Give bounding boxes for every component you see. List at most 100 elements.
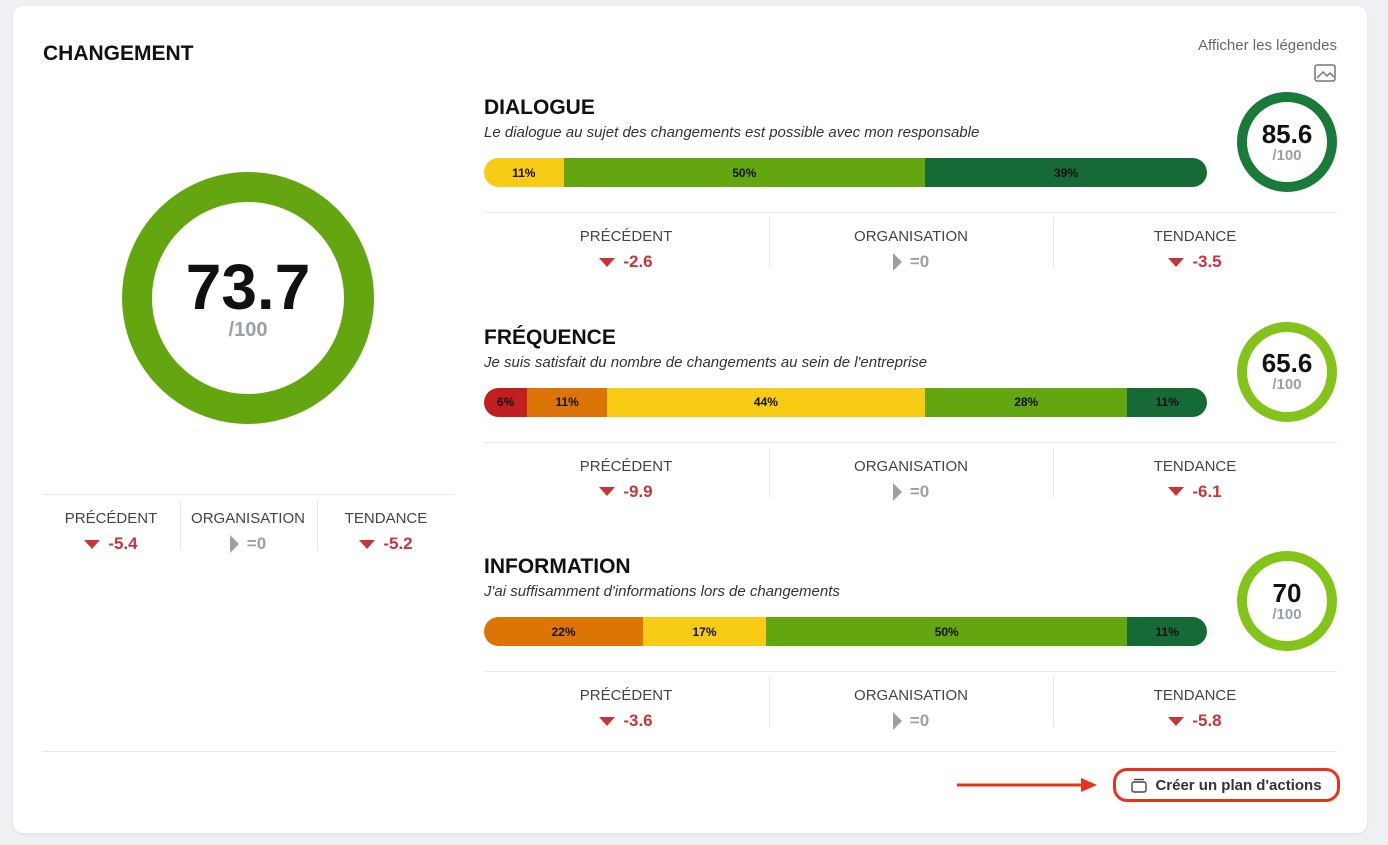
stat-value: -9.9 (526, 482, 726, 502)
separator (1053, 447, 1054, 498)
stat-value: -5.4 (11, 534, 211, 554)
segment-label: 11% (1155, 624, 1179, 639)
divider (484, 212, 1337, 213)
separator (769, 677, 770, 727)
arrow (957, 778, 1097, 792)
item-title: FRÉQUENCE (484, 325, 616, 349)
image-icon[interactable] (1314, 64, 1336, 82)
score-denominator: /100 (1272, 376, 1302, 393)
score: 65.6 (1261, 348, 1313, 378)
stat-number: =0 (909, 252, 930, 271)
divider (484, 671, 1337, 672)
separator (1053, 218, 1054, 268)
trend-icon (1168, 257, 1185, 267)
segment-label: 11% (512, 165, 536, 180)
separator (1053, 677, 1054, 727)
trend-icon (84, 539, 101, 549)
item-subtitle: Le dialogue au sujet des changements est… (484, 124, 980, 141)
distribution-bar: 6% 11% 44% 28% 11% (484, 387, 1207, 417)
score: 85.6 (1261, 118, 1313, 149)
action-button[interactable]: Créer un plan d'actions (1113, 768, 1340, 802)
stat-label: PRÉCÉDENT (579, 687, 673, 704)
trend-icon (599, 716, 616, 726)
stat-number: -6.1 (1192, 481, 1222, 501)
segment-label: 50% (934, 624, 959, 639)
stat-value: =0 (148, 534, 348, 554)
segment-label: 11% (555, 395, 579, 409)
separator (769, 218, 770, 268)
item-title: DIALOGUE (484, 96, 595, 119)
stat-label: PRÉCÉDENT (579, 228, 673, 245)
trend-icon (892, 253, 902, 271)
score-denominator: /100 (1272, 146, 1302, 164)
bar-segment: 44% (606, 387, 925, 417)
stat-label: TENDANCE (1153, 457, 1237, 475)
trend-icon (359, 539, 376, 549)
segment-label: 28% (1014, 395, 1039, 409)
stat-number: =0 (909, 711, 930, 730)
stat-number: -3.5 (1192, 252, 1222, 271)
stat-number: -2.6 (623, 252, 653, 271)
stat-label: PRÉCÉDENT (579, 457, 673, 475)
trend-icon (892, 712, 902, 730)
stat-label: TENDANCE (344, 510, 428, 527)
stat-value: -5.8 (1095, 711, 1295, 731)
trend-icon (892, 482, 902, 501)
bar-segment: 17% (643, 617, 766, 646)
distribution-bar: 22% 17% 50% 11% (484, 617, 1207, 646)
item-subtitle: Je suis satisfait du nombre de changemen… (484, 353, 928, 371)
separator (180, 500, 181, 550)
bar-segment: 28% (925, 387, 1128, 417)
score-ring: 85.6/100 (1237, 92, 1337, 192)
stat-label: TENDANCE (1153, 687, 1237, 704)
segment-label: 6% (497, 395, 515, 409)
stat-number: -5.2 (383, 534, 413, 553)
bar-segment: 6% (484, 387, 528, 417)
item-title: INFORMATION (484, 555, 631, 578)
stat-value: -2.6 (526, 252, 726, 272)
bar-segment: 22% (484, 617, 644, 646)
stat-value: -5.2 (286, 534, 486, 554)
stat-value: =0 (811, 711, 1011, 731)
bar-segment: 39% (925, 158, 1207, 187)
segment-label: 11% (1155, 395, 1179, 409)
stat-number: =0 (909, 481, 930, 501)
score-ring: 70/100 (1237, 551, 1337, 651)
bar-segment: 50% (563, 158, 926, 187)
stat-label: ORGANISATION (854, 228, 968, 245)
divider (42, 494, 455, 495)
distribution-bar: 11% 50% 39% (484, 158, 1207, 187)
divider (42, 751, 1337, 752)
bar-segment: 11% (527, 387, 607, 417)
stat-value: =0 (811, 252, 1011, 272)
bar-segment: 11% (484, 158, 564, 187)
stat-value: -3.5 (1095, 252, 1295, 272)
segment-label: 44% (753, 395, 778, 409)
stat-label: ORGANISATION (854, 457, 968, 475)
stat-value: -6.1 (1095, 482, 1295, 502)
stat-label: ORGANISATION (854, 687, 968, 704)
stat-number: =0 (246, 534, 267, 553)
stat-number: -9.9 (623, 481, 653, 501)
button-label: Créer un plan d'actions (1155, 776, 1322, 794)
legend-link[interactable]: Afficher les légendes (1198, 37, 1337, 54)
trend-icon (599, 487, 616, 496)
segment-label: 22% (551, 624, 576, 639)
stat-label: PRÉCÉDENT (64, 510, 158, 527)
score: 70 (1272, 577, 1302, 608)
trend-icon (599, 257, 616, 267)
bar-segment: 50% (765, 617, 1128, 646)
score-ring: 73.7/100 (122, 172, 374, 424)
segment-label: 17% (692, 624, 717, 639)
score-ring: 65.6/100 (1237, 321, 1337, 422)
stat-label: TENDANCE (1153, 228, 1237, 245)
segment-label: 50% (732, 165, 757, 180)
divider (484, 441, 1337, 443)
separator (317, 500, 318, 550)
stat-label: ORGANISATION (191, 510, 305, 527)
separator (769, 447, 770, 498)
score-denominator: /100 (1272, 605, 1302, 623)
stat-number: -5.8 (1192, 711, 1222, 730)
bar-segment: 11% (1127, 617, 1207, 646)
